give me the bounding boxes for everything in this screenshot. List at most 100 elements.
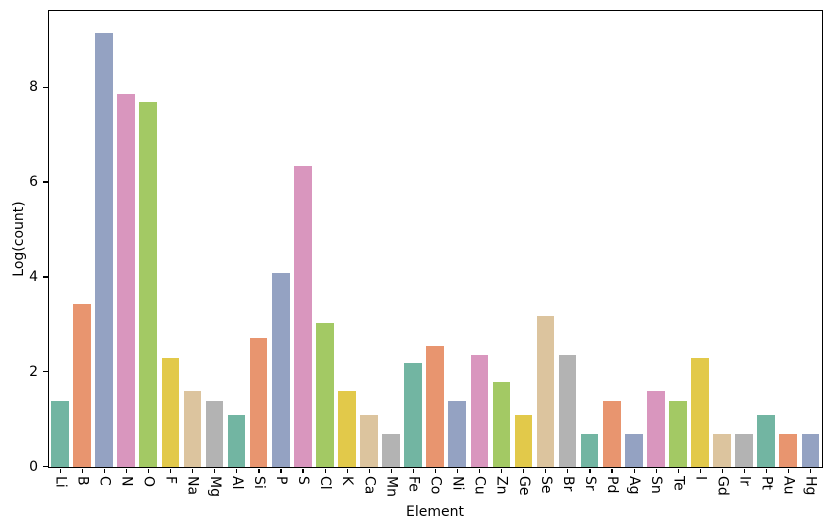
bar-Fe — [404, 362, 422, 467]
x-tick-mark-N — [125, 469, 128, 473]
x-tick-mark-Si — [258, 469, 260, 473]
y-tick-mark-6 — [43, 181, 48, 183]
x-tick-mark-Li — [59, 469, 61, 473]
x-tick-mark-Al — [236, 469, 238, 473]
x-tick-mark-F — [170, 469, 172, 473]
x-tick-mark-Te — [677, 469, 679, 473]
x-tick-label-S: S — [295, 476, 312, 485]
x-tick-mark-K — [346, 469, 348, 473]
y-tick-label-0: 0 — [29, 458, 38, 475]
x-tick-label-Ni: Ni — [449, 476, 466, 491]
bar-K — [338, 390, 356, 467]
x-tick-label-Te: Te — [670, 476, 687, 491]
x-tick-mark-Mg — [214, 469, 216, 473]
x-tick-label-Gd: Gd — [714, 476, 731, 496]
x-tick-label-Ir: Ir — [736, 476, 753, 486]
x-tick-label-Ca: Ca — [361, 476, 378, 495]
y-tick-mark-8 — [43, 86, 48, 88]
x-tick-mark-Pt — [765, 469, 768, 473]
bar-Mg — [205, 401, 224, 467]
x-tick-mark-Ge — [523, 469, 525, 473]
x-tick-label-Sr: Sr — [581, 476, 598, 491]
x-tick-label-Na: Na — [184, 476, 201, 496]
bar-F — [161, 357, 180, 467]
y-tick-label-4: 4 — [29, 268, 38, 285]
x-tick-label-Mg: Mg — [206, 476, 223, 497]
x-tick-mark-Zn — [501, 469, 503, 473]
bar-Ir — [735, 434, 753, 467]
y-tick-mark-2 — [43, 371, 48, 373]
x-tick-label-Se: Se — [537, 476, 554, 494]
x-tick-label-Co: Co — [427, 476, 444, 495]
x-tick-label-Al: Al — [228, 476, 245, 490]
x-tick-label-I: I — [692, 476, 709, 481]
bar-Pd — [602, 401, 621, 467]
x-tick-mark-Sr — [589, 469, 591, 473]
x-tick-label-Ag: Ag — [626, 476, 643, 495]
x-tick-mark-Se — [545, 469, 547, 473]
bar-I — [691, 357, 709, 467]
x-tick-label-Li: Li — [52, 476, 69, 488]
x-tick-mark-Au — [787, 469, 790, 473]
x-tick-mark-S — [302, 469, 304, 473]
x-tick-label-Pt: Pt — [758, 476, 775, 490]
x-tick-mark-Pd — [611, 469, 613, 473]
bar-Au — [779, 434, 798, 467]
bar-Al — [227, 414, 246, 467]
x-tick-label-Ge: Ge — [515, 476, 532, 496]
plot-area — [48, 10, 823, 468]
bar-S — [293, 166, 312, 467]
x-tick-mark-I — [699, 469, 701, 473]
x-tick-label-Cl: Cl — [317, 476, 334, 490]
x-tick-mark-B — [81, 469, 83, 473]
y-tick-mark-4 — [43, 276, 48, 278]
x-tick-label-Cu: Cu — [471, 476, 488, 495]
x-tick-mark-Fe — [412, 469, 415, 473]
x-tick-label-Mn: Mn — [383, 476, 400, 497]
x-tick-label-N: N — [118, 476, 135, 487]
x-tick-mark-Br — [567, 469, 569, 473]
x-tick-label-Au: Au — [780, 476, 797, 495]
x-tick-mark-P — [280, 469, 282, 473]
bar-Na — [183, 390, 202, 467]
x-tick-label-Hg: Hg — [802, 476, 819, 496]
x-tick-label-P: P — [273, 476, 290, 485]
x-tick-mark-Gd — [721, 469, 723, 473]
x-tick-label-Si: Si — [250, 476, 267, 489]
bar-Cl — [316, 323, 334, 467]
bar-Zn — [492, 382, 511, 467]
x-tick-mark-Cu — [479, 469, 481, 473]
x-tick-mark-Co — [434, 469, 437, 473]
bar-Ge — [514, 414, 533, 467]
x-tick-mark-O — [148, 469, 150, 473]
bar-N — [117, 94, 136, 467]
x-tick-mark-Mn — [390, 469, 392, 473]
bar-Mn — [382, 434, 400, 467]
bar-Ni — [448, 401, 467, 467]
y-tick-label-8: 8 — [29, 79, 38, 96]
bar-Gd — [713, 434, 731, 467]
bar-Pt — [757, 414, 776, 467]
x-tick-mark-Ca — [368, 469, 370, 473]
x-tick-mark-C — [103, 469, 106, 473]
bar-Cu — [470, 354, 489, 467]
bar-Sn — [647, 390, 665, 467]
y-tick-label-6: 6 — [29, 174, 38, 191]
y-tick-mark-0 — [43, 466, 48, 468]
bar-Li — [51, 401, 69, 467]
x-tick-label-K: K — [339, 476, 356, 486]
y-axis-title: Log(count) — [11, 201, 27, 277]
x-tick-label-C: C — [96, 476, 113, 486]
x-tick-mark-Ag — [633, 469, 635, 473]
x-tick-label-O: O — [140, 476, 157, 488]
bar-Ca — [360, 414, 378, 467]
bar-B — [73, 304, 91, 467]
x-tick-mark-Hg — [810, 469, 812, 473]
x-tick-label-Br: Br — [559, 476, 576, 492]
bar-Br — [558, 354, 577, 467]
x-tick-mark-Na — [192, 469, 194, 473]
bar-Se — [536, 315, 555, 467]
x-tick-mark-Cl — [324, 469, 326, 473]
x-tick-mark-Sn — [655, 469, 657, 473]
